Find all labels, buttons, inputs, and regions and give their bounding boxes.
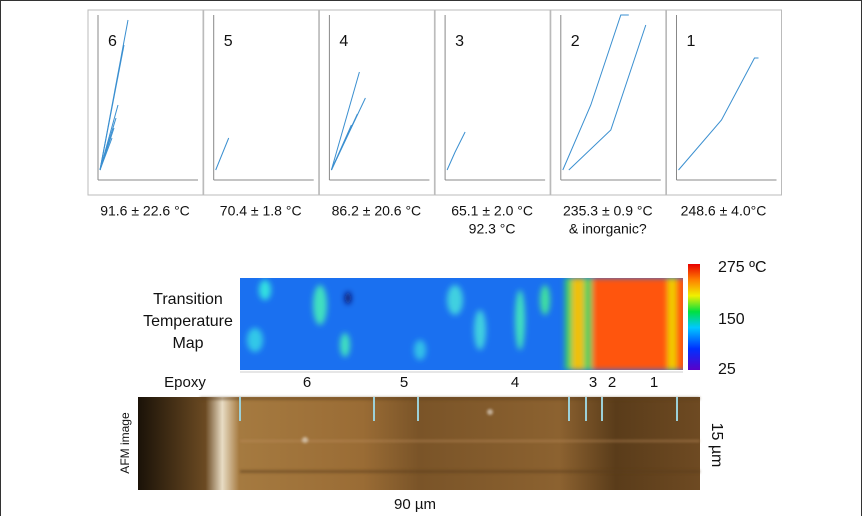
heatmap <box>240 278 683 370</box>
panel-curve <box>330 71 360 171</box>
map-title: Map <box>172 335 203 352</box>
panel-label: 4 <box>339 33 348 50</box>
panel: 3 <box>434 9 551 196</box>
panel-frame <box>666 9 782 196</box>
panel-label: 2 <box>571 33 580 50</box>
colorbar-max: 275 ºC <box>718 259 767 276</box>
panel-label: 5 <box>224 33 233 50</box>
panel-frame <box>434 9 551 196</box>
panel-temperature: 248.6 ± 4.0°C <box>681 203 767 219</box>
map-title: Transition <box>153 291 223 308</box>
region-label: 5 <box>400 374 408 391</box>
panel-curve <box>99 137 113 171</box>
panel-frame <box>203 9 320 196</box>
panel-temperature: 70.4 ± 1.8 °C <box>220 203 302 219</box>
panel: 2 <box>550 9 667 196</box>
colorbar-mid: 150 <box>718 311 745 328</box>
panel-temperature: 235.3 ± 0.9 °C <box>563 203 653 219</box>
panel-curve <box>678 57 759 171</box>
panel-temperature: 92.3 °C <box>469 221 516 237</box>
panel-curve <box>99 44 125 171</box>
panel: 1 <box>666 9 782 196</box>
afm-texture <box>200 397 700 473</box>
region-label: 3 <box>589 374 597 391</box>
colorbar-min: 25 <box>718 361 736 378</box>
panel-frame <box>318 9 435 196</box>
panel-temperature: 86.2 ± 20.6 °C <box>332 203 422 219</box>
region-label: Epoxy <box>164 374 206 391</box>
afm-label: AFM image <box>118 412 132 474</box>
panel-label: 1 <box>687 33 696 50</box>
map-title: Temperature <box>143 313 233 330</box>
panel-curve <box>562 14 629 171</box>
panel-label: 6 <box>108 33 117 50</box>
panel-curve <box>330 124 352 171</box>
panel-curve <box>446 131 466 171</box>
colorbar <box>688 264 700 370</box>
overlays <box>239 371 683 421</box>
panel: 4 <box>318 9 435 196</box>
region-label: 4 <box>511 374 519 391</box>
panel-frame <box>550 9 667 196</box>
panel-frame <box>87 9 204 196</box>
panel-curve <box>215 137 230 171</box>
afm-height: 15 µm <box>708 423 725 468</box>
afm-width: 90 µm <box>394 496 436 513</box>
panels: 6 5 4 3 2 1 <box>87 9 782 196</box>
panel: 5 <box>203 9 320 196</box>
panel-curve <box>568 24 647 171</box>
region-label: 2 <box>608 374 616 391</box>
region-label: 1 <box>650 374 658 391</box>
panel-label: 3 <box>455 33 464 50</box>
panel: 6 <box>87 9 204 196</box>
heatmap-blobs <box>247 278 683 370</box>
region-label: 6 <box>303 374 311 391</box>
panel-temperature: 65.1 ± 2.0 °C <box>451 203 533 219</box>
panel-temperature: 91.6 ± 22.6 °C <box>100 203 190 219</box>
panel-temperature: & inorganic? <box>569 221 647 237</box>
